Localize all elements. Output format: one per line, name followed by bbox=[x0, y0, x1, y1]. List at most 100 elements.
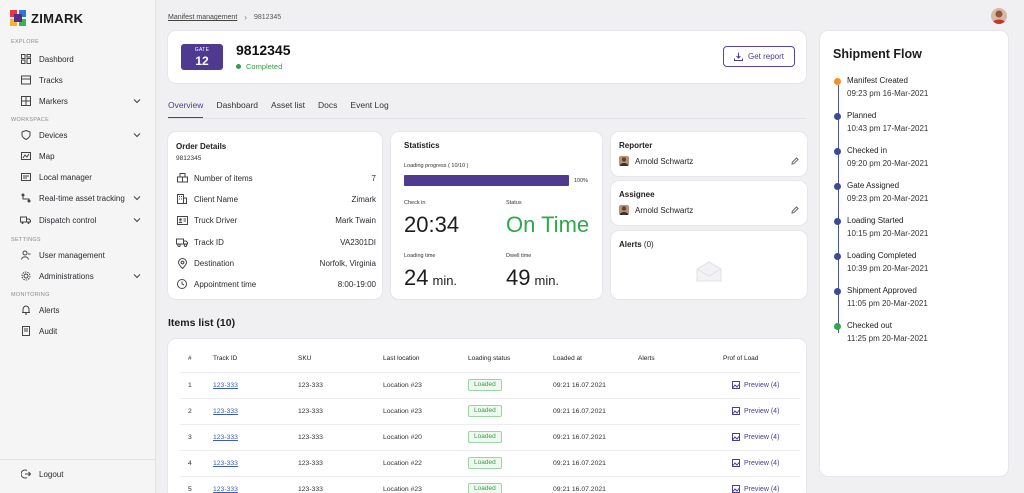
tab-overview[interactable]: Overview bbox=[168, 100, 204, 119]
preview-link[interactable]: Preview (4) bbox=[732, 381, 779, 389]
clock-icon bbox=[176, 278, 188, 290]
loading-progress-percent: 100% bbox=[574, 178, 589, 184]
sidebar-item-local-manager[interactable]: Local manager bbox=[20, 168, 148, 186]
preview-label: Preview (4) bbox=[744, 381, 780, 389]
chevron-down-icon[interactable] bbox=[132, 96, 142, 106]
chevron-down-icon[interactable] bbox=[132, 271, 142, 281]
loading-progress-bar bbox=[404, 175, 569, 186]
preview-link[interactable]: Preview (4) bbox=[732, 459, 779, 467]
cell-track-id-link[interactable]: 123-333 bbox=[213, 486, 238, 493]
cell-sku: 123-333 bbox=[298, 408, 323, 415]
loading-time-label: Loading time bbox=[404, 253, 436, 259]
sidebar-item-user-management[interactable]: User management bbox=[20, 246, 148, 264]
status-badge: Completed bbox=[236, 62, 282, 71]
status-value: On Time bbox=[506, 212, 590, 237]
loading-progress-label: Loading progress ( 10/10 ) bbox=[404, 163, 469, 169]
preview-link[interactable]: Preview (4) bbox=[732, 407, 779, 415]
sidebar-item-devices[interactable]: Devices bbox=[20, 126, 148, 144]
shipment-flow-panel: Shipment Flow Manifest Created 09:23 pm … bbox=[820, 31, 1008, 476]
sidebar-item-alerts[interactable]: Alerts bbox=[20, 301, 148, 319]
cell-sku: 123-333 bbox=[298, 486, 323, 493]
order-row-items: Number of items 7 bbox=[176, 171, 376, 185]
sidebar-item-map[interactable]: Map bbox=[20, 147, 148, 165]
truck-icon bbox=[176, 236, 188, 248]
order-details-card: Order Details 9812345 Number of items 7 … bbox=[168, 132, 382, 299]
loading-progress-fill bbox=[404, 175, 569, 186]
tab-asset-list[interactable]: Asset list bbox=[271, 100, 306, 110]
flow-step-name: Manifest Created bbox=[847, 76, 908, 85]
brand[interactable]: ZIMARK bbox=[10, 10, 83, 26]
dwell-time-value: 49 min. bbox=[506, 265, 559, 291]
sidebar-item-dispatch-control[interactable]: Dispatch control bbox=[20, 211, 148, 229]
edit-assignee-icon[interactable] bbox=[791, 206, 799, 214]
manifest-header-card: GATE 12 9812345 Completed Get report bbox=[168, 31, 806, 83]
flow-step-time: 10:43 pm 17-Mar-2021 bbox=[847, 124, 929, 133]
chevron-down-icon[interactable] bbox=[132, 130, 142, 140]
reporter-card: Reporter Arnold Schwartz bbox=[611, 132, 807, 176]
preview-label: Preview (4) bbox=[744, 485, 780, 493]
sidebar-item-dashboard[interactable]: Dashbord bbox=[20, 50, 148, 68]
flow-step-dot bbox=[834, 148, 841, 155]
chevron-down-icon[interactable] bbox=[132, 193, 142, 203]
gate-number: 12 bbox=[195, 54, 209, 68]
bell-icon bbox=[20, 305, 31, 316]
sidebar-item-markers[interactable]: Markers bbox=[20, 92, 148, 110]
tab-dashboard[interactable]: Dashboard bbox=[216, 100, 259, 110]
table-row[interactable]: 4 123-333 123-333 Location #22 Loaded 09… bbox=[180, 450, 800, 476]
tab-event-log[interactable]: Event Log bbox=[350, 100, 389, 110]
flow-step-time: 10:39 pm 20-Mar-2021 bbox=[847, 264, 929, 273]
order-details-title: Order Details bbox=[176, 142, 227, 151]
flow-step-time: 11:05 pm 20-Mar-2021 bbox=[847, 299, 928, 308]
user-management-icon bbox=[20, 250, 31, 261]
cell-loaded-at: 09:21 16.07.2021 bbox=[553, 434, 606, 441]
user-avatar[interactable] bbox=[991, 8, 1007, 24]
chevron-down-icon[interactable] bbox=[132, 215, 142, 225]
loading-time-unit: min. bbox=[432, 273, 458, 288]
sidebar-item-real-time-asset-tracking[interactable]: Real-time asset tracking bbox=[20, 189, 148, 207]
breadcrumb-parent[interactable]: Manifest management bbox=[168, 14, 238, 21]
section-workspace: WORKSPACE bbox=[11, 117, 50, 123]
cell-track-id-link[interactable]: 123-333 bbox=[213, 460, 238, 467]
preview-link[interactable]: Preview (4) bbox=[732, 433, 779, 441]
alerts-count: (0) bbox=[643, 240, 654, 249]
dwell-time-number: 49 bbox=[506, 265, 531, 290]
image-icon bbox=[732, 407, 740, 415]
flow-step-dot bbox=[834, 113, 841, 120]
table-row[interactable]: 1 123-333 123-333 Location #23 Loaded 09… bbox=[180, 372, 800, 398]
cell-track-id-link[interactable]: 123-333 bbox=[213, 408, 238, 415]
column-header: Loading status bbox=[468, 355, 511, 362]
sidebar-item-audit[interactable]: Audit bbox=[20, 322, 148, 340]
preview-label: Preview (4) bbox=[744, 433, 780, 441]
order-row-value: 7 bbox=[371, 173, 376, 183]
edit-reporter-icon[interactable] bbox=[791, 157, 799, 165]
order-row-appointment: Appointment time 8:00-19:00 bbox=[176, 277, 376, 291]
sidebar-item-tracks[interactable]: Tracks bbox=[20, 71, 148, 89]
empty-inbox-icon bbox=[696, 261, 722, 282]
section-settings: SETTINGS bbox=[11, 237, 41, 243]
flow-step-time: 10:15 pm 20-Mar-2021 bbox=[847, 229, 929, 238]
table-row[interactable]: 3 123-333 123-333 Location #20 Loaded 09… bbox=[180, 424, 800, 450]
cell-loaded-at: 09:21 16.07.2021 bbox=[553, 408, 606, 415]
cell-track-id-link[interactable]: 123-333 bbox=[213, 382, 238, 389]
get-report-label: Get report bbox=[747, 52, 784, 61]
building-icon bbox=[176, 193, 188, 205]
logout-button[interactable]: Logout bbox=[20, 465, 148, 483]
table-row[interactable]: 2 123-333 123-333 Location #23 Loaded 09… bbox=[180, 398, 800, 424]
asset-tracking-icon bbox=[20, 193, 31, 204]
preview-link[interactable]: Preview (4) bbox=[732, 485, 779, 493]
sidebar-item-label: Dashbord bbox=[39, 54, 74, 64]
cell-track-id-link[interactable]: 123-333 bbox=[213, 434, 238, 441]
sidebar-item-administrations[interactable]: Administrations bbox=[20, 267, 148, 285]
order-row-value: Zimark bbox=[351, 194, 376, 204]
get-report-button[interactable]: Get report bbox=[723, 46, 795, 67]
cell-index: 4 bbox=[188, 460, 192, 467]
loading-time-number: 24 bbox=[404, 265, 429, 290]
tab-docs[interactable]: Docs bbox=[318, 100, 338, 110]
table-row[interactable]: 5 123-333 123-333 Location #23 Loaded 09… bbox=[180, 476, 800, 493]
sidebar-item-label: Local manager bbox=[39, 172, 92, 182]
order-row-value: VA2301DI bbox=[340, 237, 376, 247]
gate-label: GATE bbox=[194, 47, 210, 53]
breadcrumb: Manifest management › 9812345 bbox=[168, 13, 281, 22]
dwell-time-unit: min. bbox=[534, 273, 560, 288]
download-icon bbox=[733, 52, 743, 61]
